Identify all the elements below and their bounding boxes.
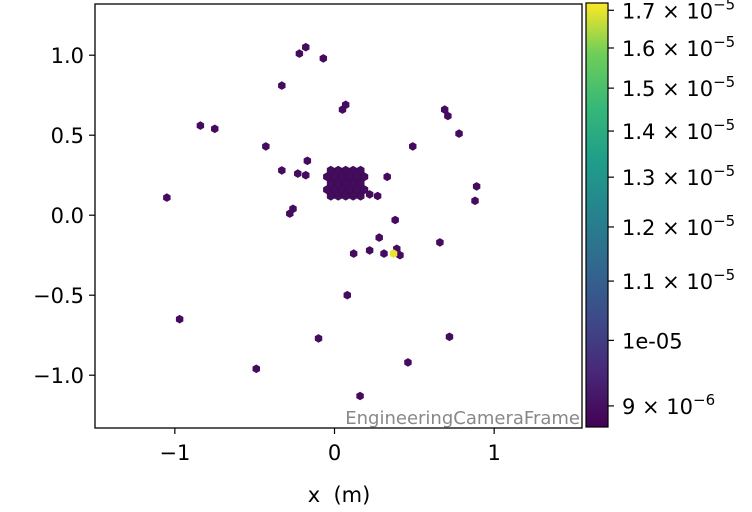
data-point <box>445 332 454 342</box>
y-tick-label: 1.0 <box>51 44 84 68</box>
data-point <box>396 250 404 260</box>
colorbar-tick-label: 9 × 10−6 <box>622 391 715 419</box>
frame-annotation: EngineeringCameraFrame <box>345 408 580 429</box>
data-point <box>391 215 399 225</box>
data-point <box>278 81 286 90</box>
colorbar-tick-label: 1.7 × 10−5 <box>622 0 735 23</box>
data-point <box>175 314 184 324</box>
colorbar-gradient <box>585 2 609 428</box>
cluster-hexbin <box>349 191 358 201</box>
y-axis: 1.0 0.5 0.0 −0.5 −1.0 <box>33 44 95 388</box>
data-point <box>294 169 302 178</box>
x-axis-label: x (m) <box>308 483 371 507</box>
colorbar-tick-label: 1.2 × 10−5 <box>622 212 735 240</box>
colorbar-tick-label: 1e-05 <box>622 329 683 353</box>
cluster-hexbin <box>341 191 350 201</box>
data-point <box>252 364 260 374</box>
colorbar: 1.7 × 10−5 1.6 × 10−5 1.5 × 10−5 1.4 × 10−5… <box>585 0 735 428</box>
data-point <box>302 42 310 52</box>
data-point <box>338 105 347 114</box>
x-tick-label: −1 <box>159 441 190 465</box>
plot-area <box>94 3 583 429</box>
data-point <box>472 182 481 191</box>
data-point <box>409 142 417 151</box>
data-point <box>436 238 444 247</box>
hexbin-marks <box>163 42 481 401</box>
data-point <box>389 249 398 258</box>
data-point <box>314 334 323 343</box>
plot-background <box>95 4 582 428</box>
data-point <box>365 190 374 199</box>
colorbar-tick-label: 1.6 × 10−5 <box>622 33 735 61</box>
data-point <box>343 290 352 300</box>
colorbar-tick-label: 1.4 × 10−5 <box>622 116 735 144</box>
data-point <box>349 249 358 258</box>
data-point <box>278 166 286 175</box>
data-point <box>455 129 463 138</box>
data-point <box>163 193 171 202</box>
plot-frame <box>94 3 583 429</box>
y-tick-label: 0.0 <box>51 204 84 228</box>
data-point <box>440 105 449 114</box>
y-tick-label: −1.0 <box>33 364 84 388</box>
data-point <box>383 172 391 182</box>
data-point <box>303 156 312 166</box>
colorbar-tick-label: 1.5 × 10−5 <box>622 73 735 101</box>
x-axis: −1 0 1 <box>159 428 501 465</box>
colorbar-tick-label: 1.3 × 10−5 <box>622 162 735 190</box>
data-point <box>444 111 452 121</box>
data-point <box>373 191 382 201</box>
data-point <box>319 54 328 63</box>
data-point <box>471 196 479 206</box>
data-point <box>302 170 310 180</box>
data-point <box>211 124 219 134</box>
data-point <box>196 121 205 130</box>
x-tick-label: 0 <box>328 441 341 465</box>
y-tick-label: 0.5 <box>51 124 84 148</box>
data-point <box>356 391 364 401</box>
data-point <box>262 142 270 151</box>
colorbar-tick-label: 1.1 × 10−5 <box>622 266 735 294</box>
cluster-hexbin <box>326 191 335 201</box>
x-tick-label: 1 <box>487 441 500 465</box>
data-point <box>365 246 374 255</box>
data-point <box>404 358 412 367</box>
cluster-hexbin <box>334 191 343 201</box>
data-point <box>295 49 304 58</box>
data-point <box>286 209 294 218</box>
data-point <box>380 249 388 258</box>
colorbar-ticks: 1.7 × 10−5 1.6 × 10−5 1.5 × 10−5 1.4 × 10−5… <box>608 0 735 419</box>
y-tick-label: −0.5 <box>33 284 84 308</box>
cluster-hexbin <box>356 191 365 201</box>
data-point <box>375 233 383 242</box>
